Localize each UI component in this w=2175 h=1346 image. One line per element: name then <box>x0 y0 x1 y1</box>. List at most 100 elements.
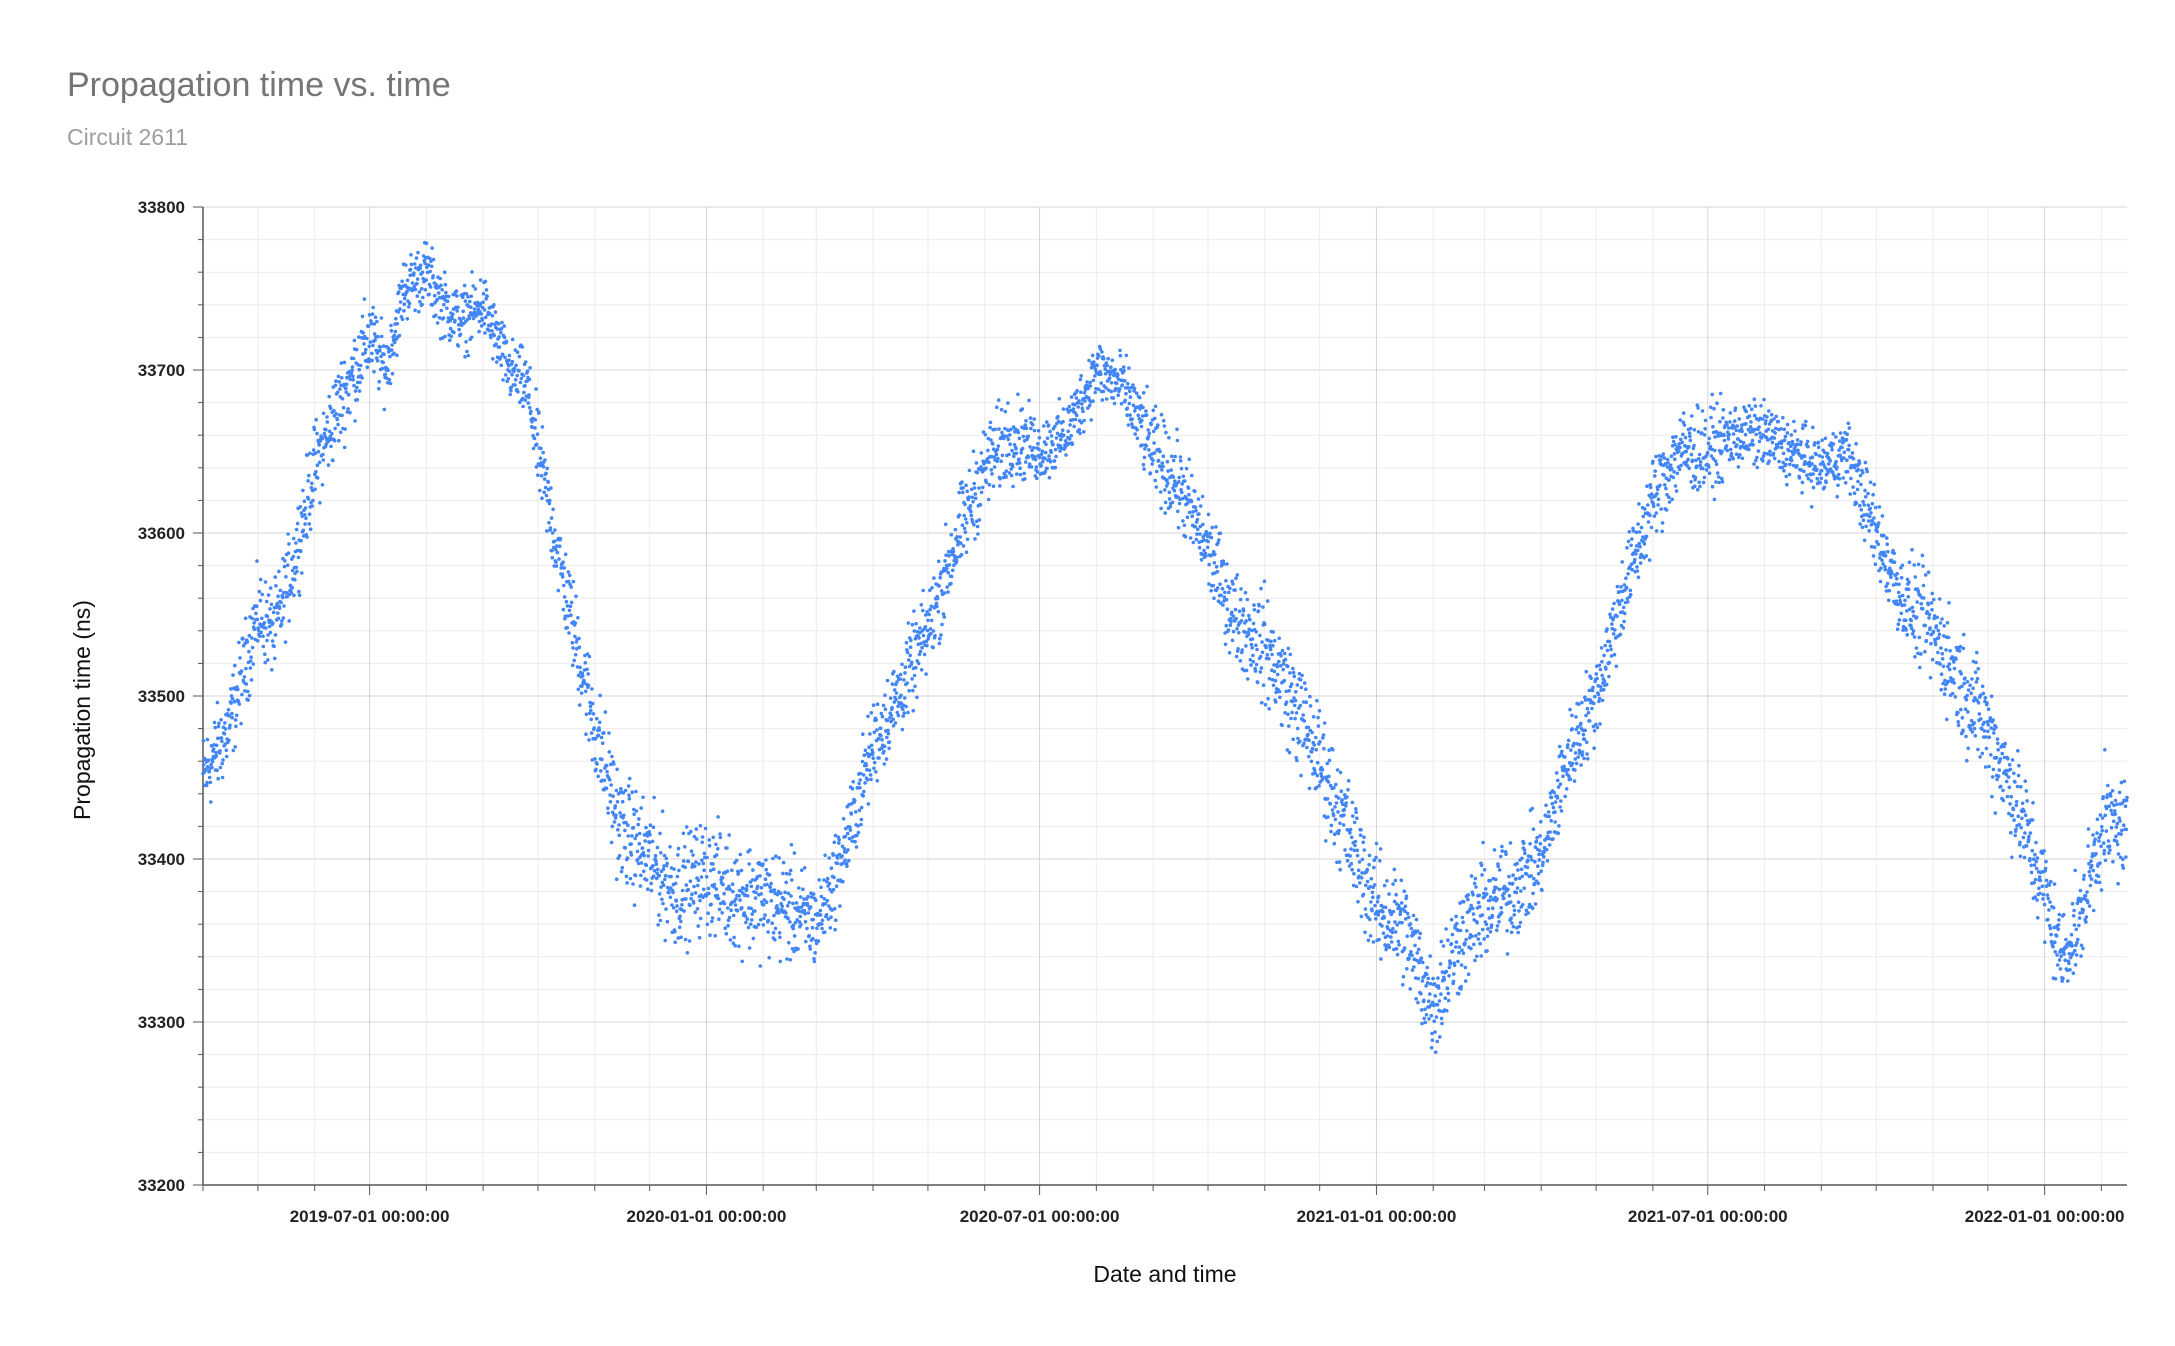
data-point <box>1913 575 1918 579</box>
data-point <box>1160 461 1164 465</box>
data-point <box>1435 1039 1439 1044</box>
data-point <box>1479 954 1483 958</box>
data-point <box>1651 459 1655 464</box>
data-point <box>1428 954 1432 958</box>
data-point <box>1093 390 1097 395</box>
data-point <box>1250 637 1255 641</box>
data-point <box>443 334 447 339</box>
data-point <box>1559 809 1564 813</box>
data-point <box>230 711 234 716</box>
data-point <box>340 397 345 401</box>
data-point <box>828 926 833 930</box>
data-point <box>1654 454 1658 459</box>
data-point <box>230 696 235 701</box>
data-point <box>1956 720 1960 724</box>
data-point <box>344 390 349 394</box>
data-point <box>1587 719 1592 723</box>
data-point <box>208 780 213 785</box>
data-point <box>609 783 613 787</box>
data-point <box>255 617 260 622</box>
data-point <box>299 538 303 543</box>
data-point <box>1098 347 1103 351</box>
data-point <box>1652 514 1657 518</box>
data-point <box>1068 423 1072 427</box>
data-point <box>353 419 357 423</box>
data-point <box>940 622 944 627</box>
data-point <box>1332 785 1336 790</box>
data-point <box>1476 900 1481 905</box>
data-point <box>1818 472 1822 476</box>
data-point <box>1900 593 1905 598</box>
data-point <box>1412 965 1416 969</box>
data-point <box>882 762 887 766</box>
data-point <box>1681 411 1686 415</box>
data-point <box>420 302 424 307</box>
data-point <box>1809 479 1814 483</box>
data-point <box>770 921 774 925</box>
data-point <box>1227 590 1231 595</box>
data-point <box>1834 459 1838 464</box>
data-point <box>690 892 694 896</box>
data-point <box>1058 449 1062 453</box>
data-point <box>1024 419 1028 423</box>
data-point <box>1338 821 1342 826</box>
data-point <box>1538 834 1542 838</box>
data-point <box>1072 424 1076 429</box>
data-point <box>1878 556 1882 560</box>
data-point <box>783 890 787 895</box>
data-point <box>1392 899 1397 904</box>
data-point <box>1362 835 1366 839</box>
data-point <box>965 489 969 494</box>
data-point <box>898 677 902 681</box>
data-point <box>1512 904 1516 908</box>
data-point <box>1478 941 1482 946</box>
data-point <box>351 378 356 382</box>
data-point <box>1752 413 1757 418</box>
data-point <box>672 867 676 871</box>
data-point <box>835 856 840 860</box>
data-point <box>1370 890 1375 895</box>
data-point <box>1121 365 1126 369</box>
data-point <box>520 345 525 349</box>
data-point <box>290 585 295 590</box>
data-point <box>1161 454 1166 459</box>
data-point <box>1822 450 1827 455</box>
data-point <box>991 484 996 489</box>
data-point <box>248 666 253 670</box>
data-point <box>1881 562 1885 566</box>
data-point <box>1876 521 1881 525</box>
data-point <box>1732 425 1737 429</box>
data-point <box>1337 860 1342 864</box>
data-point <box>506 376 511 381</box>
data-point <box>1536 881 1540 886</box>
data-point <box>1107 376 1112 380</box>
data-point <box>1820 455 1825 459</box>
data-point <box>1334 801 1339 805</box>
data-point <box>1697 480 1701 485</box>
data-point <box>249 655 253 659</box>
data-point <box>1111 373 1116 378</box>
data-point <box>1825 467 1829 472</box>
data-point <box>951 568 955 573</box>
data-point <box>1542 854 1546 859</box>
data-point <box>1724 444 1729 448</box>
data-point <box>1710 392 1714 397</box>
data-point <box>490 329 494 333</box>
data-point <box>1254 630 1258 634</box>
data-point <box>1086 386 1090 391</box>
data-point <box>629 842 633 846</box>
data-point <box>1740 429 1744 434</box>
data-point <box>1850 451 1855 455</box>
data-point <box>1558 782 1563 786</box>
data-point <box>1198 504 1203 508</box>
data-point <box>502 324 507 328</box>
data-point <box>1515 861 1519 866</box>
data-point <box>1811 472 1815 476</box>
data-point <box>771 930 776 935</box>
data-point <box>1844 437 1849 442</box>
data-point <box>257 634 262 638</box>
data-point <box>1200 494 1205 499</box>
data-point <box>990 442 995 446</box>
data-point <box>1710 484 1715 489</box>
data-point <box>634 809 639 813</box>
